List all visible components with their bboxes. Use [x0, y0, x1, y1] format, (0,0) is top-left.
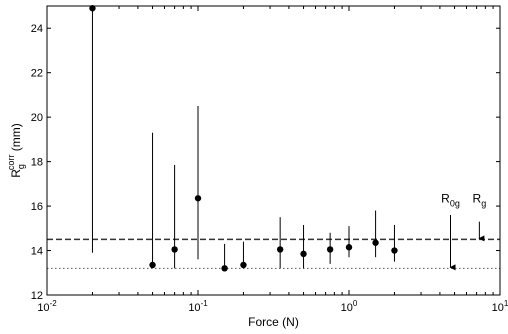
data-point: [300, 250, 307, 258]
x-tick-label: 10-1: [188, 299, 208, 314]
y-tick-label: 18: [31, 157, 43, 169]
plot-frame: [46, 5, 501, 296]
x-tick-label: 10-2: [37, 299, 57, 314]
annotation-label: Rg: [473, 192, 487, 209]
y-tick-label: 12: [31, 290, 43, 302]
y-tick-label: 20: [31, 112, 43, 124]
x-tick-label: 100: [341, 299, 358, 314]
data-point: [372, 239, 379, 246]
y-axis-label: Rgcorr (mm): [6, 123, 26, 178]
annotation-label: R0g: [441, 192, 460, 209]
x-axis-label: Force (N): [248, 315, 299, 329]
axes: 12 14 16 18 20 22 24 10-2 10-1 100 101: [31, 5, 508, 314]
y-tick-label: 24: [31, 23, 43, 35]
x-tick-label: 101: [492, 299, 508, 314]
data-point: [391, 247, 398, 254]
data-point: [326, 246, 334, 253]
data-point: [276, 246, 284, 253]
data-point: [171, 246, 178, 253]
y-tick-label: 22: [31, 68, 43, 80]
data-point: [240, 261, 247, 269]
data-point: [345, 244, 353, 251]
data-point: [221, 265, 228, 272]
plot-area: R0g Rg: [47, 5, 500, 272]
data-point: [149, 261, 156, 269]
data-point: [194, 195, 202, 202]
y-tick-label: 14: [31, 246, 43, 258]
y-tick-label: 16: [31, 201, 43, 213]
